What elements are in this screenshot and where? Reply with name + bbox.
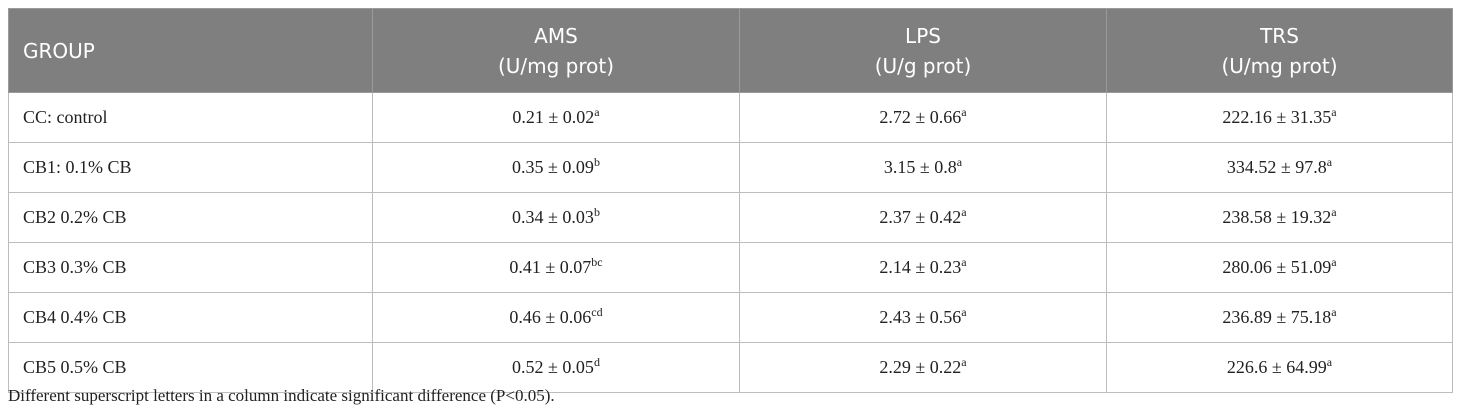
cell-text: CC: control (23, 107, 108, 127)
table-row: CB5 0.5% CB 0.52 ± 0.05d 2.29 ± 0.22a 226.6… (8, 342, 1453, 393)
table-cell: 236.89 ± 75.18a (1106, 292, 1453, 343)
superscript: a (1331, 255, 1337, 269)
cell-value: 2.72 ± 0.66 (879, 107, 962, 127)
table-row: CB2 0.2% CB 0.34 ± 0.03b 2.37 ± 0.42a 238.5… (8, 192, 1453, 243)
cell-text: CB5 0.5% CB (23, 357, 127, 377)
cell-value: 334.52 ± 97.8 (1226, 157, 1327, 177)
table-wrap: GROUP AMS (U/mg prot) LPS (U/g prot) TRS (U/mg… (8, 8, 1453, 393)
table-cell: 2.43 ± 0.56a (739, 292, 1107, 343)
header-text: (U/g prot) (874, 53, 972, 78)
cell-text: CB2 0.2% CB (23, 207, 127, 227)
cell-value: 0.35 ± 0.09 (512, 157, 594, 177)
cell-value: 0.41 ± 0.07 (509, 257, 592, 277)
header-text: LPS (905, 23, 941, 48)
cell-value: 280.06 ± 51.09 (1222, 257, 1332, 277)
table-row: CB1: 0.1% CB 0.35 ± 0.09b 3.15 ± 0.8a 334.5… (8, 142, 1453, 193)
superscript: a (961, 255, 967, 269)
cell-text: CB1: 0.1% CB (23, 157, 132, 177)
header-text: GROUP (23, 38, 95, 63)
header-cell: AMS (U/mg prot) (372, 8, 740, 93)
header-text: (U/mg prot) (1221, 53, 1338, 78)
superscript: a (961, 355, 967, 369)
header-cell: LPS (U/g prot) (739, 8, 1107, 93)
table-cell: CC: control (8, 92, 373, 143)
cell-value: 2.14 ± 0.23 (879, 257, 962, 277)
cell-value: 0.52 ± 0.05 (512, 357, 594, 377)
cell-text: CB4 0.4% CB (23, 307, 127, 327)
table-cell: 222.16 ± 31.35a (1106, 92, 1453, 143)
cell-text: CB3 0.3% CB (23, 257, 127, 277)
table-cell: 0.41 ± 0.07bc (372, 242, 740, 293)
superscript: a (1326, 155, 1333, 169)
superscript: b (593, 205, 600, 219)
table-cell: CB5 0.5% CB (8, 342, 373, 393)
superscript: a (961, 205, 967, 219)
header-text: TRS (1260, 23, 1299, 48)
cell-value: 3.15 ± 0.8 (883, 157, 957, 177)
superscript: bc (591, 255, 603, 269)
table-row: CB3 0.3% CB 0.41 ± 0.07bc 2.14 ± 0.23a 280.… (8, 242, 1453, 293)
superscript: a (1331, 305, 1337, 319)
superscript: cd (591, 305, 603, 319)
table-cell: 0.46 ± 0.06cd (372, 292, 740, 343)
table-cell: 2.72 ± 0.66a (739, 92, 1107, 143)
table-row: CC: control 0.21 ± 0.02a 2.72 ± 0.66a 222.1… (8, 92, 1453, 143)
table-cell: 0.52 ± 0.05d (372, 342, 740, 393)
header-cell: TRS (U/mg prot) (1106, 8, 1453, 93)
table-cell: 2.29 ± 0.22a (739, 342, 1107, 393)
cell-value: 2.37 ± 0.42 (879, 207, 962, 227)
cell-value: 0.46 ± 0.06 (509, 307, 592, 327)
superscript: a (956, 155, 963, 169)
table-cell: 2.37 ± 0.42a (739, 192, 1107, 243)
superscript: a (1331, 105, 1337, 119)
cell-value: 222.16 ± 31.35 (1222, 107, 1332, 127)
header-cell: GROUP (8, 8, 373, 93)
header-text: AMS (534, 23, 578, 48)
table-cell: CB1: 0.1% CB (8, 142, 373, 193)
superscript: a (961, 105, 967, 119)
table-cell: 0.34 ± 0.03b (372, 192, 740, 243)
header-text: (U/mg prot) (497, 53, 615, 78)
superscript: a (594, 105, 600, 119)
cell-value: 0.34 ± 0.03 (512, 207, 594, 227)
table-cell: CB3 0.3% CB (8, 242, 373, 293)
table-cell: 3.15 ± 0.8a (739, 142, 1107, 193)
superscript: a (961, 305, 967, 319)
cell-value: 0.21 ± 0.02 (512, 107, 595, 127)
table-cell: 2.14 ± 0.23a (739, 242, 1107, 293)
header-row: GROUP AMS (U/mg prot) LPS (U/g prot) TRS (U/mg… (8, 8, 1453, 93)
superscript: d (593, 355, 600, 369)
table-cell: 280.06 ± 51.09a (1106, 242, 1453, 293)
cell-value: 236.89 ± 75.18 (1222, 307, 1332, 327)
table-cell: 334.52 ± 97.8a (1106, 142, 1453, 193)
cell-value: 2.43 ± 0.56 (879, 307, 962, 327)
table-cell: 0.21 ± 0.02a (372, 92, 740, 143)
table-cell: 238.58 ± 19.32a (1106, 192, 1453, 243)
superscript: b (593, 155, 600, 169)
cell-value: 238.58 ± 19.32 (1222, 207, 1332, 227)
superscript: a (1326, 355, 1333, 369)
data-table: GROUP AMS (U/mg prot) LPS (U/g prot) TRS (U/mg… (8, 8, 1453, 393)
table-cell: CB4 0.4% CB (8, 292, 373, 343)
table-cell: CB2 0.2% CB (8, 192, 373, 243)
superscript: a (1331, 205, 1337, 219)
table-body: CC: control 0.21 ± 0.02a 2.72 ± 0.66a 222.1… (8, 92, 1453, 393)
table-cell: 0.35 ± 0.09b (372, 142, 740, 193)
cell-value: 2.29 ± 0.22 (879, 357, 962, 377)
table-row: CB4 0.4% CB 0.46 ± 0.06cd 2.43 ± 0.56a 236.… (8, 292, 1453, 343)
footnote: Different superscript letters in a colum… (8, 386, 555, 405)
cell-value: 226.6 ± 64.99 (1226, 357, 1327, 377)
table-cell: 226.6 ± 64.99a (1106, 342, 1453, 393)
